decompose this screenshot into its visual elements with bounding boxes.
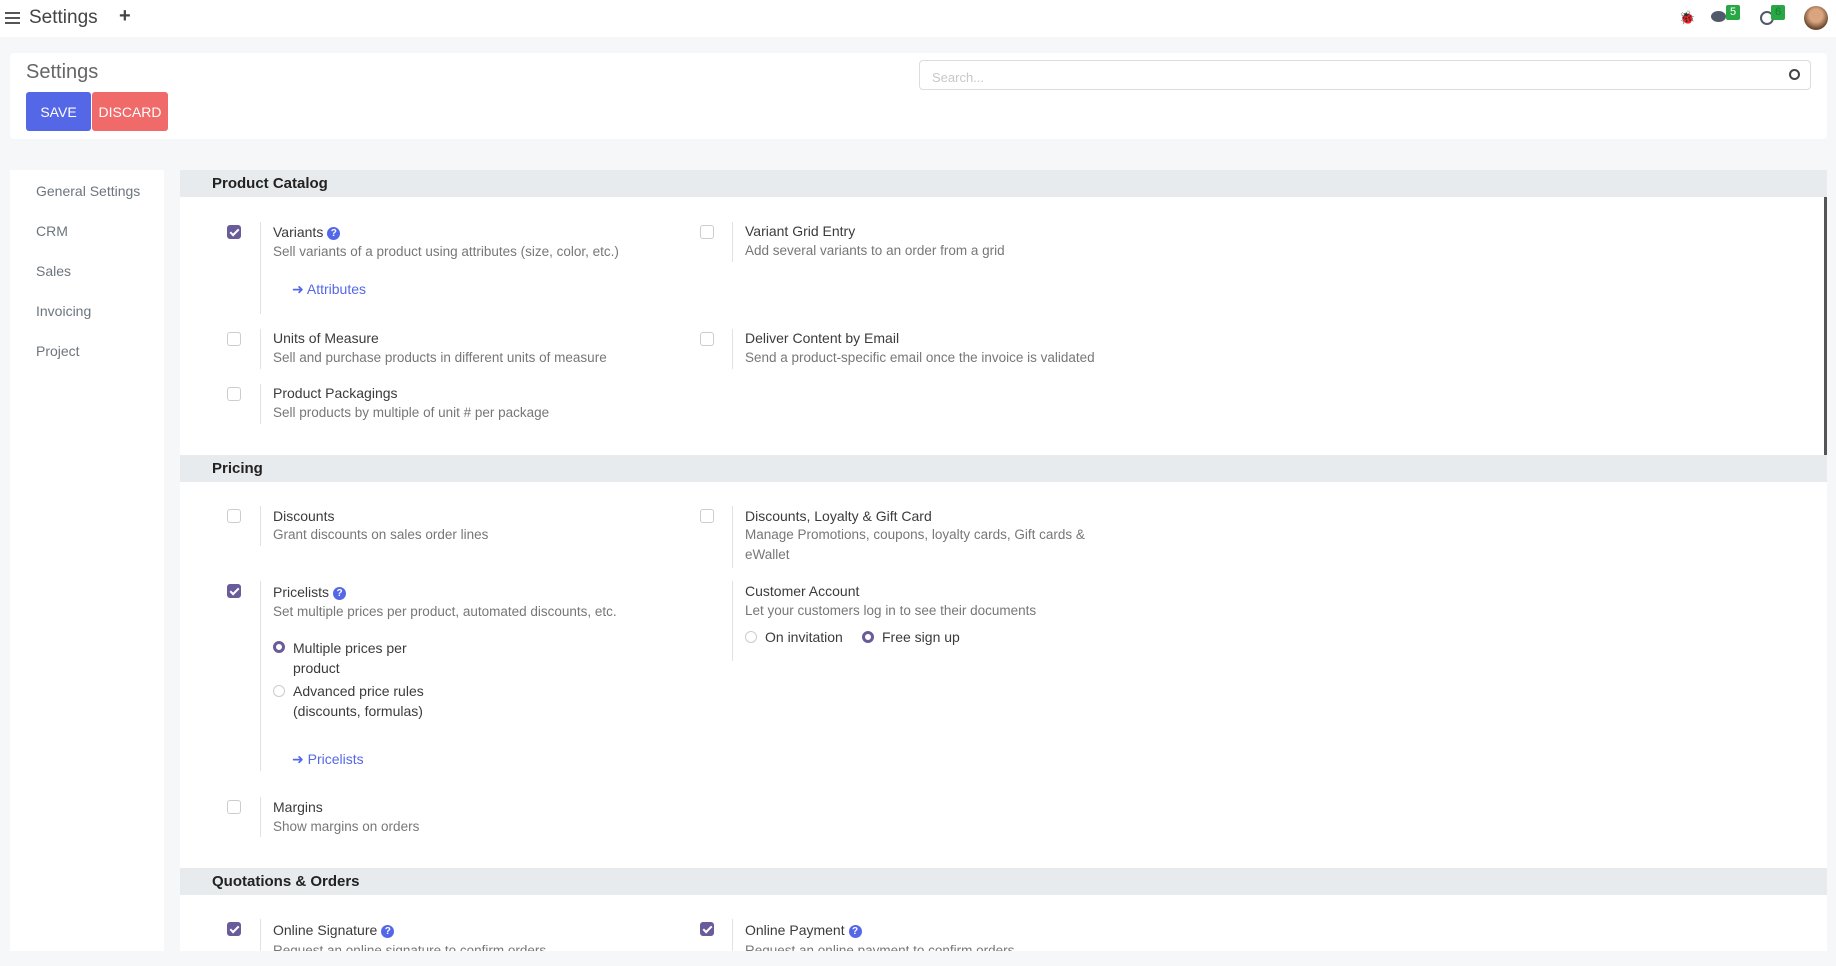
variants-desc: Sell variants of a product using attribu… <box>273 244 619 259</box>
online-payment-title: Online Payment <box>745 922 845 938</box>
sidebar-item-invoicing[interactable]: Invoicing <box>36 303 92 319</box>
variants-setting: Variants? <box>273 224 341 240</box>
radio-advanced-rules[interactable] <box>273 685 285 697</box>
help-icon[interactable]: ? <box>327 227 341 240</box>
attributes-link-label: Attributes <box>306 281 366 297</box>
section-product-catalog: Product Catalog <box>180 170 1827 197</box>
help-icon[interactable]: ? <box>848 925 862 938</box>
sidebar-item-crm[interactable]: CRM <box>36 223 68 239</box>
uom-checkbox[interactable] <box>227 332 241 346</box>
search-input[interactable]: Search... <box>919 60 1811 90</box>
divider <box>732 329 733 369</box>
online-payment-setting: Online Payment? <box>745 922 862 938</box>
online-signature-title: Online Signature <box>273 922 378 938</box>
variants-checkbox[interactable] <box>227 225 241 239</box>
radio-advanced-rules-label[interactable]: Advanced price rules (discounts, formulas… <box>293 683 424 719</box>
radio-free-signup-label[interactable]: Free sign up <box>882 629 960 645</box>
divider <box>732 581 733 661</box>
help-icon[interactable]: ? <box>333 587 347 600</box>
divider <box>260 919 261 951</box>
messages-icon[interactable] <box>1711 11 1726 22</box>
sidebar-item-sales[interactable]: Sales <box>36 263 72 279</box>
app-title: Settings <box>29 7 98 28</box>
discard-button[interactable]: DISCARD <box>92 92 168 131</box>
pricelists-link[interactable]: ➜ Pricelists <box>292 751 364 768</box>
arrow-right-icon: ➜ <box>292 751 308 767</box>
activities-badge: 6 <box>1771 5 1786 20</box>
margins-title: Margins <box>273 799 323 815</box>
radio-free-signup[interactable] <box>862 631 874 643</box>
help-icon[interactable]: ? <box>381 925 395 938</box>
section-quotations-orders: Quotations & Orders <box>180 868 1827 895</box>
packaging-desc: Sell products by multiple of unit # per … <box>273 405 550 420</box>
online-payment-checkbox[interactable] <box>700 922 714 936</box>
divider <box>260 506 261 546</box>
discounts-title: Discounts <box>273 508 335 524</box>
customer-account-title: Customer Account <box>745 583 860 599</box>
breadcrumb: Settings <box>26 61 99 83</box>
loyalty-desc-line1: Manage Promotions, coupons, loyalty card… <box>745 527 1085 542</box>
pricelists-desc: Set multiple prices per product, automat… <box>273 604 617 619</box>
online-signature-setting: Online Signature? <box>273 922 395 938</box>
section-pricing: Pricing <box>180 455 1827 482</box>
attributes-link[interactable]: ➜ Attributes <box>292 281 366 298</box>
arrow-right-icon: ➜ <box>292 281 307 297</box>
settings-content: Product Catalog Variants? Sell variants … <box>180 170 1827 951</box>
pricelists-checkbox[interactable] <box>227 584 241 598</box>
discounts-checkbox[interactable] <box>227 509 241 523</box>
divider <box>260 329 261 369</box>
divider <box>732 222 733 262</box>
variant-grid-desc: Add several variants to an order from a … <box>745 243 1005 258</box>
online-payment-desc: Request an online payment to confirm ord… <box>745 943 1015 951</box>
loyalty-desc-line2: eWallet <box>745 547 790 562</box>
debug-bug-icon[interactable]: 🐞 <box>1679 10 1696 25</box>
discounts-desc: Grant discounts on sales order lines <box>273 527 489 542</box>
online-signature-desc: Request an online signature to confirm o… <box>273 943 547 951</box>
divider <box>732 506 733 568</box>
divider <box>260 797 261 837</box>
online-signature-checkbox[interactable] <box>227 922 241 936</box>
radio-on-invitation-label[interactable]: On invitation <box>765 629 843 645</box>
radio-on-invitation[interactable] <box>745 631 757 643</box>
menu-icon[interactable] <box>5 12 20 24</box>
user-avatar[interactable] <box>1804 6 1828 30</box>
search-icon[interactable] <box>1789 69 1800 80</box>
scrollbar[interactable] <box>1824 170 1827 482</box>
sidebar-item-general-settings[interactable]: General Settings <box>36 183 141 199</box>
top-navbar: Settings + 🐞 5 6 <box>0 0 1836 37</box>
packaging-checkbox[interactable] <box>227 387 241 401</box>
deliver-email-desc: Send a product-specific email once the i… <box>745 350 1095 365</box>
deliver-email-checkbox[interactable] <box>700 332 714 346</box>
divider <box>260 581 261 771</box>
settings-sidebar: General Settings CRM Sales Invoicing Pro… <box>10 170 164 951</box>
pricelists-setting: Pricelists? <box>273 584 347 600</box>
customer-account-desc: Let your customers log in to see their d… <box>745 603 1037 618</box>
new-icon[interactable]: + <box>119 5 131 27</box>
margins-desc: Show margins on orders <box>273 819 420 834</box>
variant-grid-checkbox[interactable] <box>700 225 714 239</box>
margins-checkbox[interactable] <box>227 800 241 814</box>
uom-title: Units of Measure <box>273 330 379 346</box>
pricelists-link-label: Pricelists <box>307 751 364 767</box>
messages-badge: 5 <box>1726 5 1741 20</box>
sidebar-item-project[interactable]: Project <box>36 343 80 359</box>
uom-desc: Sell and purchase products in different … <box>273 350 607 365</box>
loyalty-title: Discounts, Loyalty & Gift Card <box>745 508 932 524</box>
radio-multiple-prices-label[interactable]: Multiple prices per product <box>293 640 407 676</box>
variants-title: Variants <box>273 224 324 240</box>
deliver-email-title: Deliver Content by Email <box>745 330 900 346</box>
save-button[interactable]: SAVE <box>26 92 91 131</box>
divider <box>732 919 733 951</box>
radio-multiple-prices[interactable] <box>273 641 285 653</box>
divider <box>260 384 261 424</box>
divider <box>260 222 261 314</box>
variant-grid-title: Variant Grid Entry <box>745 223 856 239</box>
packaging-title: Product Packagings <box>273 385 398 401</box>
loyalty-checkbox[interactable] <box>700 509 714 523</box>
pricelists-title: Pricelists <box>273 584 330 600</box>
